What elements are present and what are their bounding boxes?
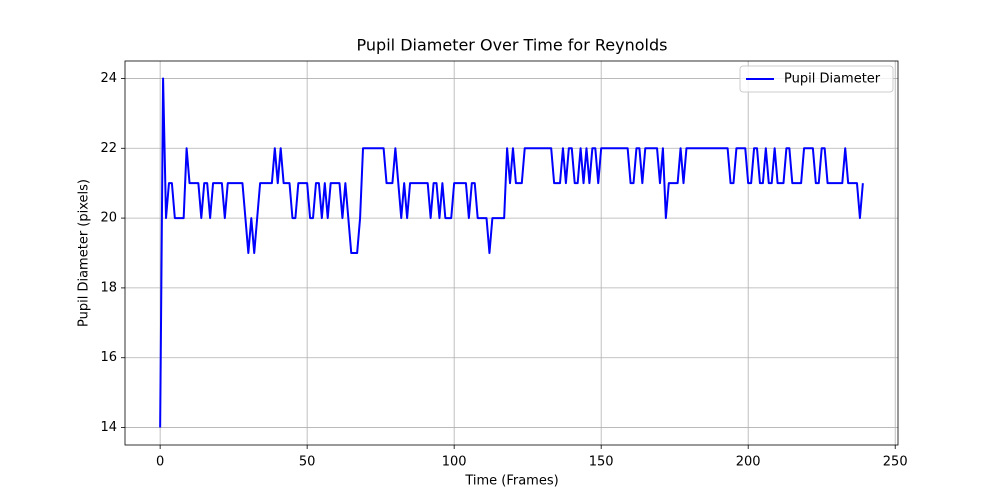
- y-tick-label: 20: [100, 211, 117, 226]
- x-tick-label: 250: [883, 455, 908, 470]
- legend-box: [739, 65, 894, 93]
- y-tick-label: 16: [100, 350, 117, 365]
- chart-title: Pupil Diameter Over Time for Reynolds: [357, 36, 668, 55]
- data-line: [159, 77, 864, 428]
- y-tick-label: 14: [100, 420, 117, 435]
- x-tick-label: 50: [299, 455, 316, 470]
- x-axis-label: Time (Frames): [464, 474, 558, 489]
- x-tick-label: 100: [442, 455, 467, 470]
- x-tick-label: 200: [736, 455, 761, 470]
- y-tick-label: 24: [100, 71, 117, 86]
- x-tick-label: 0: [156, 455, 164, 470]
- legend-label: Pupil Diameter: [784, 72, 881, 87]
- y-tick-label: 22: [100, 141, 117, 156]
- y-axis-label: Pupil Diameter (pixels): [77, 179, 92, 327]
- y-tick-label: 18: [100, 280, 117, 295]
- plot-frame: [124, 60, 899, 446]
- x-tick-label: 150: [589, 455, 614, 470]
